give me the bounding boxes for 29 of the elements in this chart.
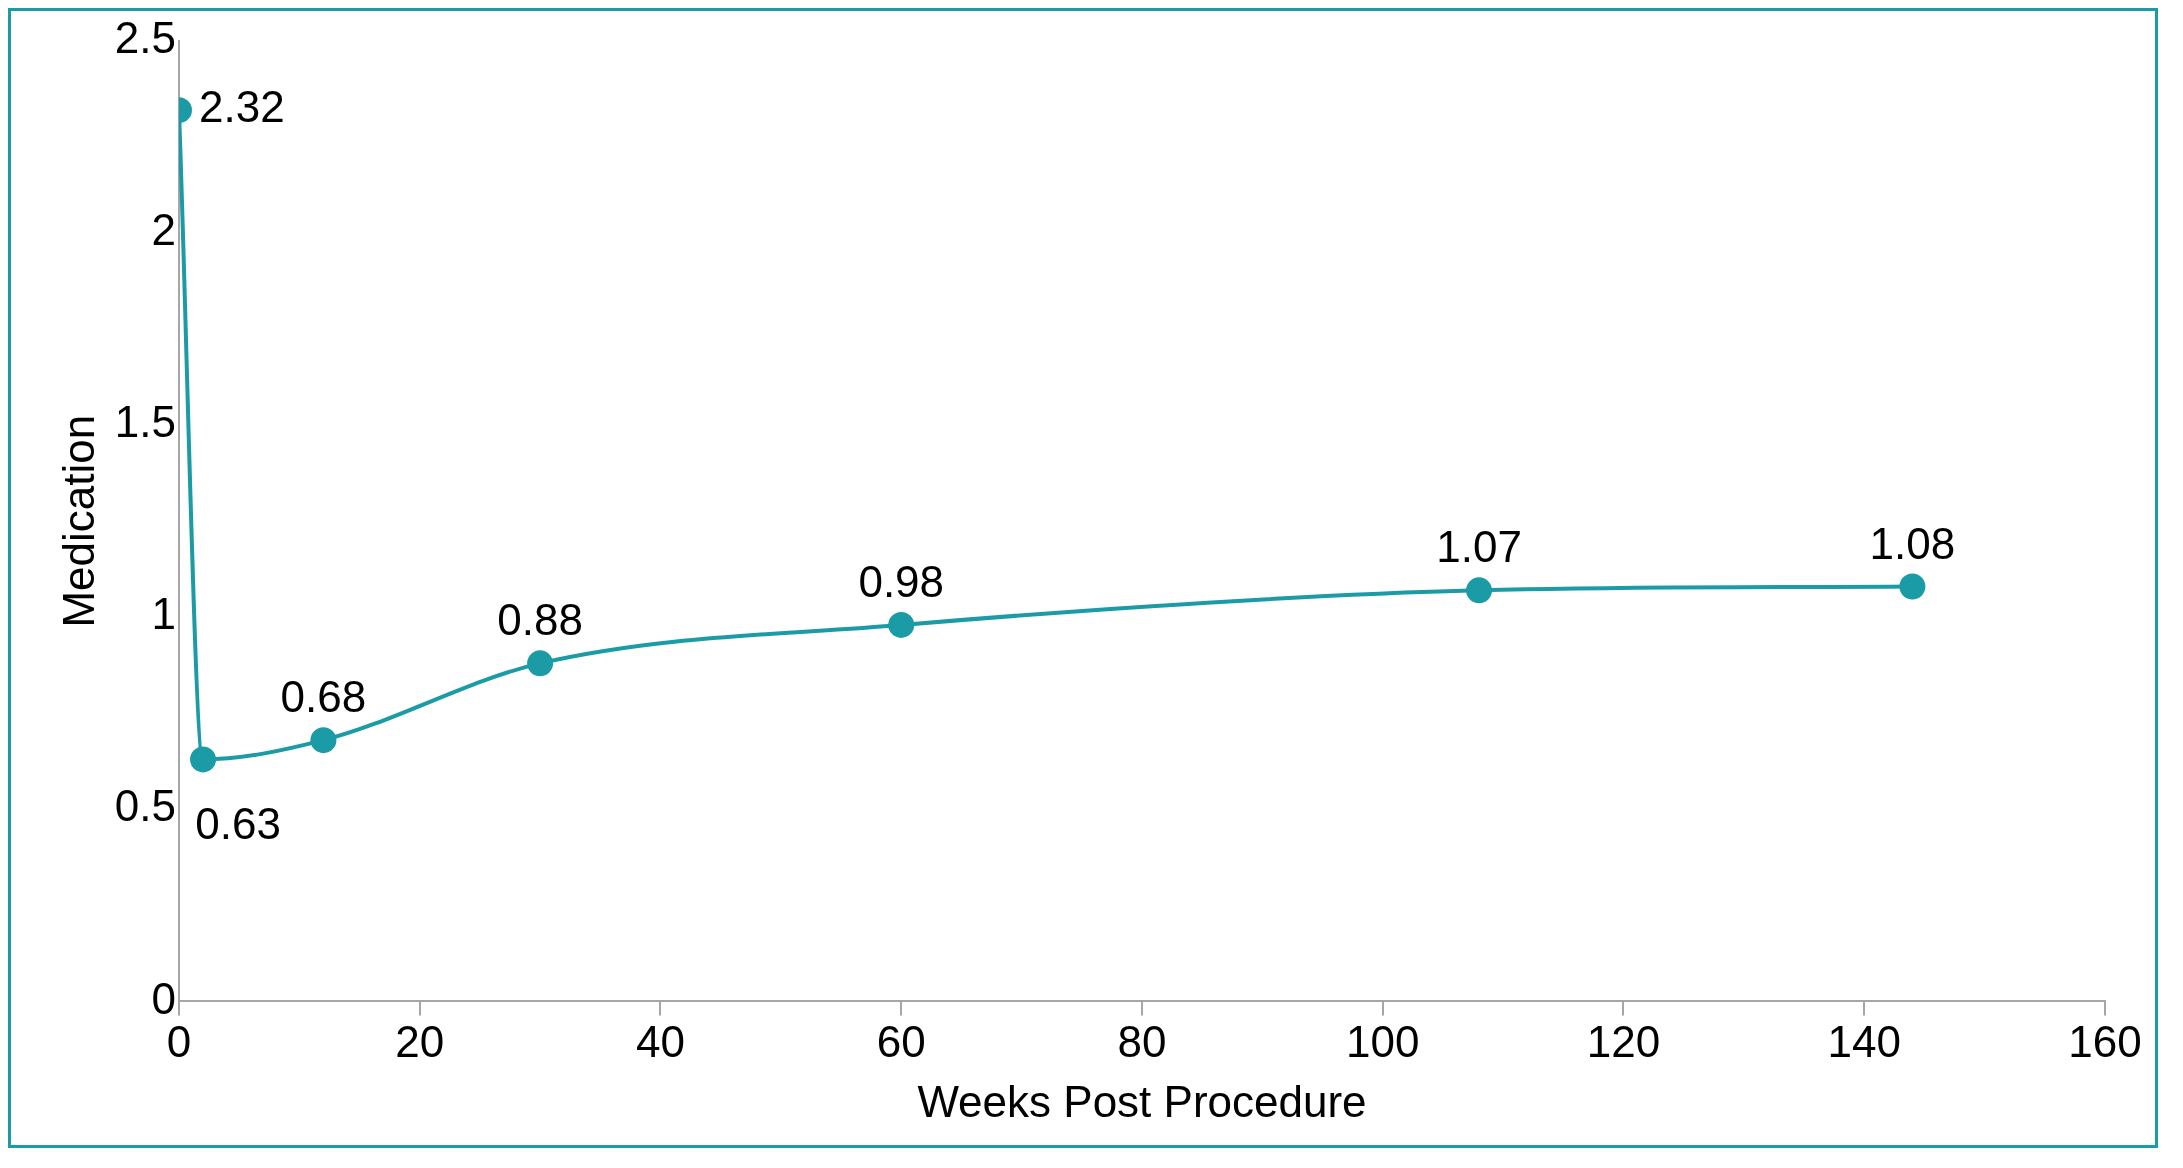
data-label: 1.08 <box>1869 518 1956 568</box>
y-tick-label: 2 <box>151 205 176 255</box>
point <box>888 611 915 638</box>
data-label: 2.32 <box>198 82 285 132</box>
x-axis-title: Weeks Post Procedure <box>917 1076 1367 1126</box>
x-tick-label: 160 <box>2068 1016 2142 1066</box>
x-tick-label: 60 <box>876 1016 926 1066</box>
point <box>527 650 554 677</box>
y-tick-label: 0 <box>151 973 176 1023</box>
x-tick-label: 140 <box>1827 1016 1901 1066</box>
x-tick-label: 80 <box>1117 1016 1167 1066</box>
data-label: 0.98 <box>858 557 945 607</box>
point <box>190 746 217 773</box>
data-label: 1.07 <box>1436 522 1522 572</box>
data-label: 0.88 <box>497 595 583 645</box>
y-tick-label: 0.5 <box>114 781 176 831</box>
point <box>1466 577 1493 604</box>
y-tick-label: 1.5 <box>114 397 176 447</box>
point <box>310 727 337 754</box>
y-tick-label: 2.5 <box>114 13 176 63</box>
x-tick-label: 40 <box>636 1016 685 1066</box>
point <box>1899 573 1926 600</box>
x-tick-label: 120 <box>1586 1016 1661 1066</box>
x-tick-label: 20 <box>395 1016 445 1066</box>
y-axis-title: Medication <box>53 414 103 628</box>
y-tick-label: 1 <box>151 589 176 639</box>
x-tick-label: 100 <box>1346 1016 1420 1066</box>
data-label: 0.63 <box>195 798 281 848</box>
data-label: 0.68 <box>280 672 367 722</box>
